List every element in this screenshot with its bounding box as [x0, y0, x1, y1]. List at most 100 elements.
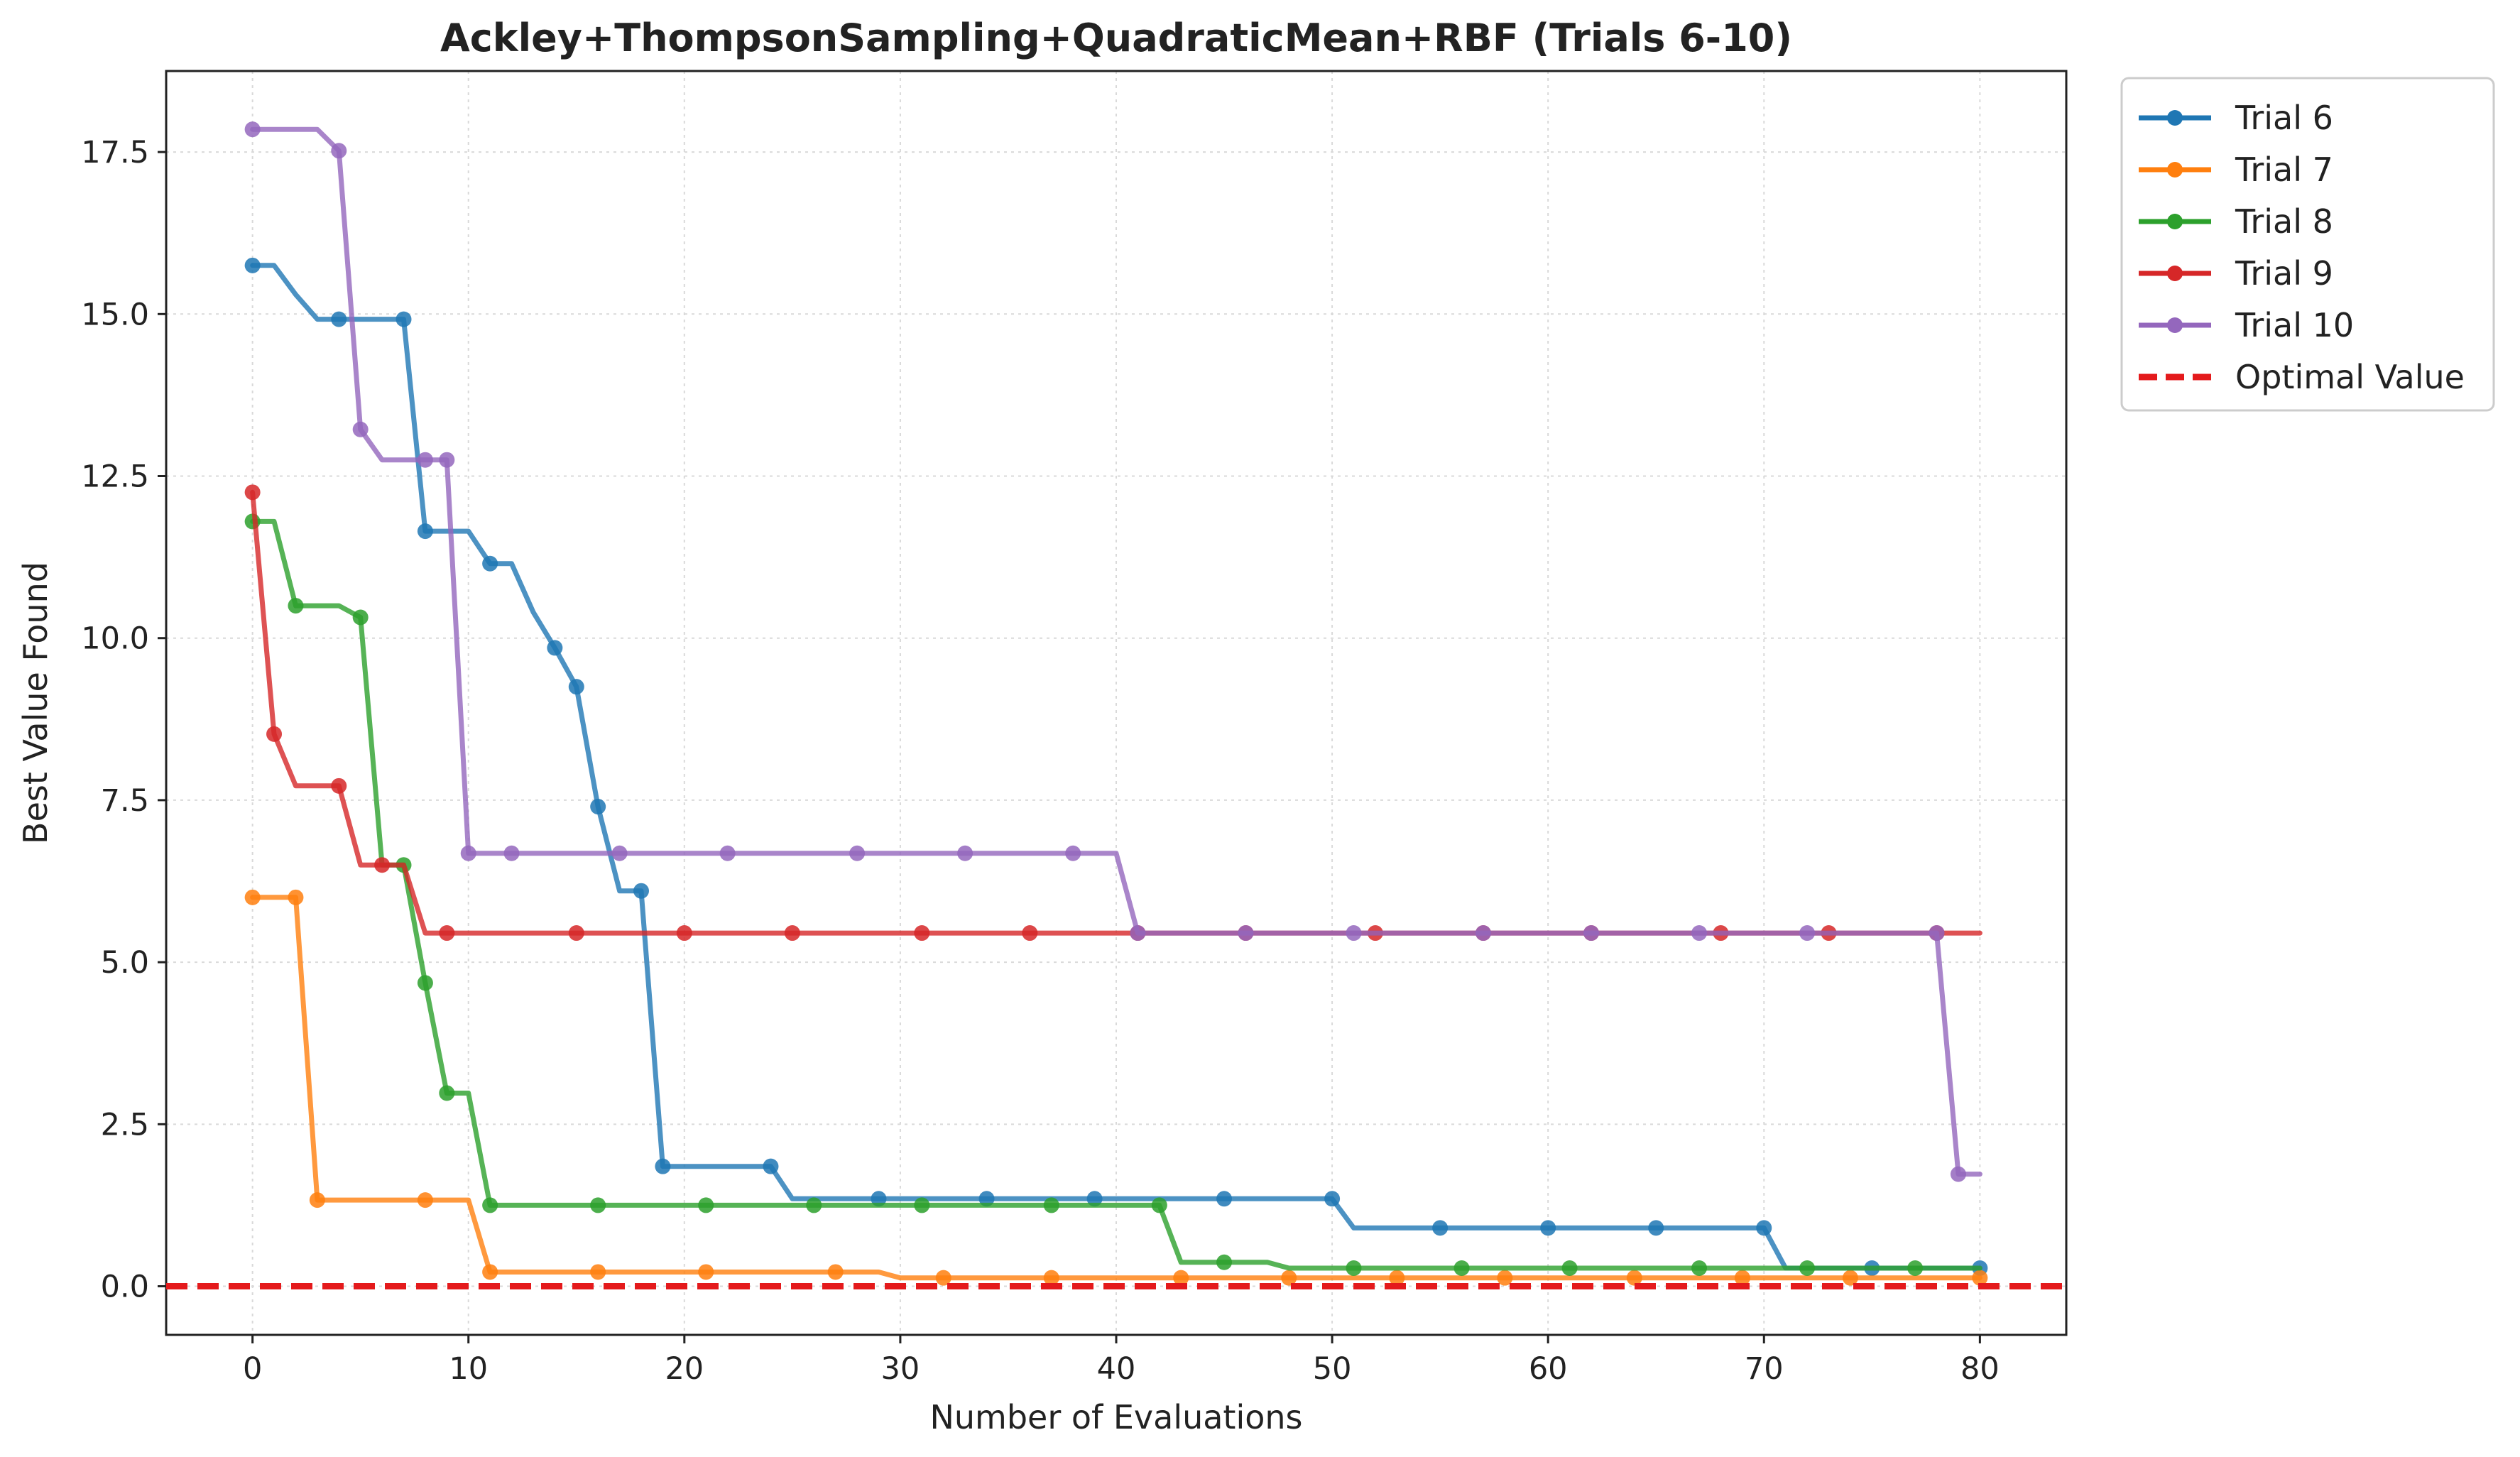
legend-label: Trial 8	[2235, 202, 2333, 241]
data-point	[1691, 1260, 1708, 1276]
data-point	[1626, 1270, 1642, 1286]
legend-marker	[2167, 162, 2183, 178]
data-point	[1950, 1166, 1966, 1182]
y-tick-label: 5.0	[101, 945, 149, 981]
data-point	[590, 1264, 606, 1280]
legend-item: Trial 7	[2139, 151, 2333, 189]
data-point	[1324, 1191, 1341, 1207]
data-point	[503, 845, 520, 861]
data-point	[417, 523, 433, 540]
x-tick-label: 80	[1960, 1351, 2000, 1387]
legend-marker	[2167, 317, 2183, 333]
data-point	[1432, 1220, 1449, 1236]
data-point	[806, 1197, 822, 1213]
data-point	[331, 143, 347, 159]
data-point	[352, 609, 369, 626]
data-point	[914, 925, 930, 942]
legend-label: Trial 7	[2235, 151, 2333, 189]
data-point	[1475, 925, 1491, 942]
data-point	[352, 421, 369, 437]
axis-ticks: 0 10 20 30 40 50 60 70 80 0.0 2.5 5.0 7.5 10.0 12.5 15.…	[81, 135, 1999, 1387]
data-point	[417, 452, 433, 468]
data-point	[1130, 925, 1146, 942]
data-point	[439, 925, 455, 942]
data-point	[590, 799, 606, 815]
data-point	[1691, 925, 1708, 942]
data-point	[957, 845, 973, 861]
data-point	[590, 1197, 606, 1213]
data-point	[374, 857, 391, 873]
data-point	[1065, 845, 1081, 861]
data-point	[439, 1085, 455, 1101]
y-axis-label: Best Value Found	[16, 562, 55, 844]
legend-item: Optimal Value	[2139, 358, 2465, 396]
data-point	[1756, 1220, 1772, 1236]
y-tick-label: 7.5	[101, 783, 149, 819]
data-point	[978, 1191, 995, 1207]
data-point	[1043, 1270, 1059, 1286]
legend-marker	[2167, 266, 2183, 281]
y-tick-label: 17.5	[81, 135, 149, 170]
data-point	[827, 1264, 844, 1280]
y-tick-label: 2.5	[101, 1107, 149, 1142]
data-point	[1346, 1260, 1362, 1276]
data-point	[763, 1158, 779, 1174]
legend-label: Trial 10	[2235, 306, 2354, 344]
legend-marker	[2167, 110, 2183, 126]
series-trial-7	[244, 889, 1988, 1286]
data-point	[784, 925, 800, 942]
data-point	[288, 889, 304, 905]
data-point	[1799, 925, 1816, 942]
data-point	[309, 1192, 325, 1208]
data-point	[1842, 1270, 1858, 1286]
y-tick-label: 15.0	[81, 297, 149, 332]
legend-label: Trial 9	[2235, 254, 2333, 293]
data-point	[244, 121, 261, 138]
x-tick-label: 30	[881, 1351, 920, 1387]
series-group	[244, 121, 1988, 1286]
data-point	[396, 311, 412, 327]
data-point	[244, 257, 261, 273]
data-point	[1734, 1270, 1750, 1286]
x-tick-label: 40	[1097, 1351, 1136, 1387]
data-point	[266, 726, 283, 742]
x-tick-label: 50	[1313, 1351, 1352, 1387]
data-point	[1497, 1270, 1513, 1286]
data-point	[244, 889, 261, 905]
data-point	[417, 1192, 433, 1208]
data-point	[482, 1197, 498, 1213]
series-line	[250, 895, 1982, 1281]
data-point	[914, 1197, 930, 1213]
data-point	[871, 1191, 887, 1207]
data-point	[1583, 925, 1599, 942]
series-trial-10	[244, 121, 1982, 1182]
data-point	[331, 311, 347, 327]
x-tick-label: 20	[665, 1351, 704, 1387]
data-point	[1238, 925, 1254, 942]
data-point	[1086, 1191, 1103, 1207]
data-point	[1281, 1270, 1297, 1286]
data-point	[417, 975, 433, 991]
data-point	[676, 925, 692, 942]
data-point	[655, 1158, 671, 1174]
data-point	[1540, 1220, 1556, 1236]
data-point	[482, 1264, 498, 1280]
data-point	[1389, 1270, 1405, 1286]
legend-marker	[2167, 214, 2183, 229]
data-point	[1346, 925, 1362, 942]
data-point	[719, 845, 736, 861]
series-trial-8	[244, 513, 1982, 1276]
legend-item: Trial 8	[2139, 202, 2333, 241]
y-tick-label: 10.0	[81, 621, 149, 657]
data-point	[1022, 925, 1038, 942]
legend-item: Trial 10	[2139, 306, 2354, 344]
chart-title: Ackley+ThompsonSampling+QuadraticMean+RB…	[440, 16, 1792, 60]
series-trial-6	[244, 257, 1988, 1276]
data-point	[1043, 1197, 1059, 1213]
data-point	[1561, 1260, 1578, 1276]
data-point	[935, 1270, 951, 1286]
data-point	[1929, 925, 1945, 942]
data-point	[547, 640, 563, 656]
